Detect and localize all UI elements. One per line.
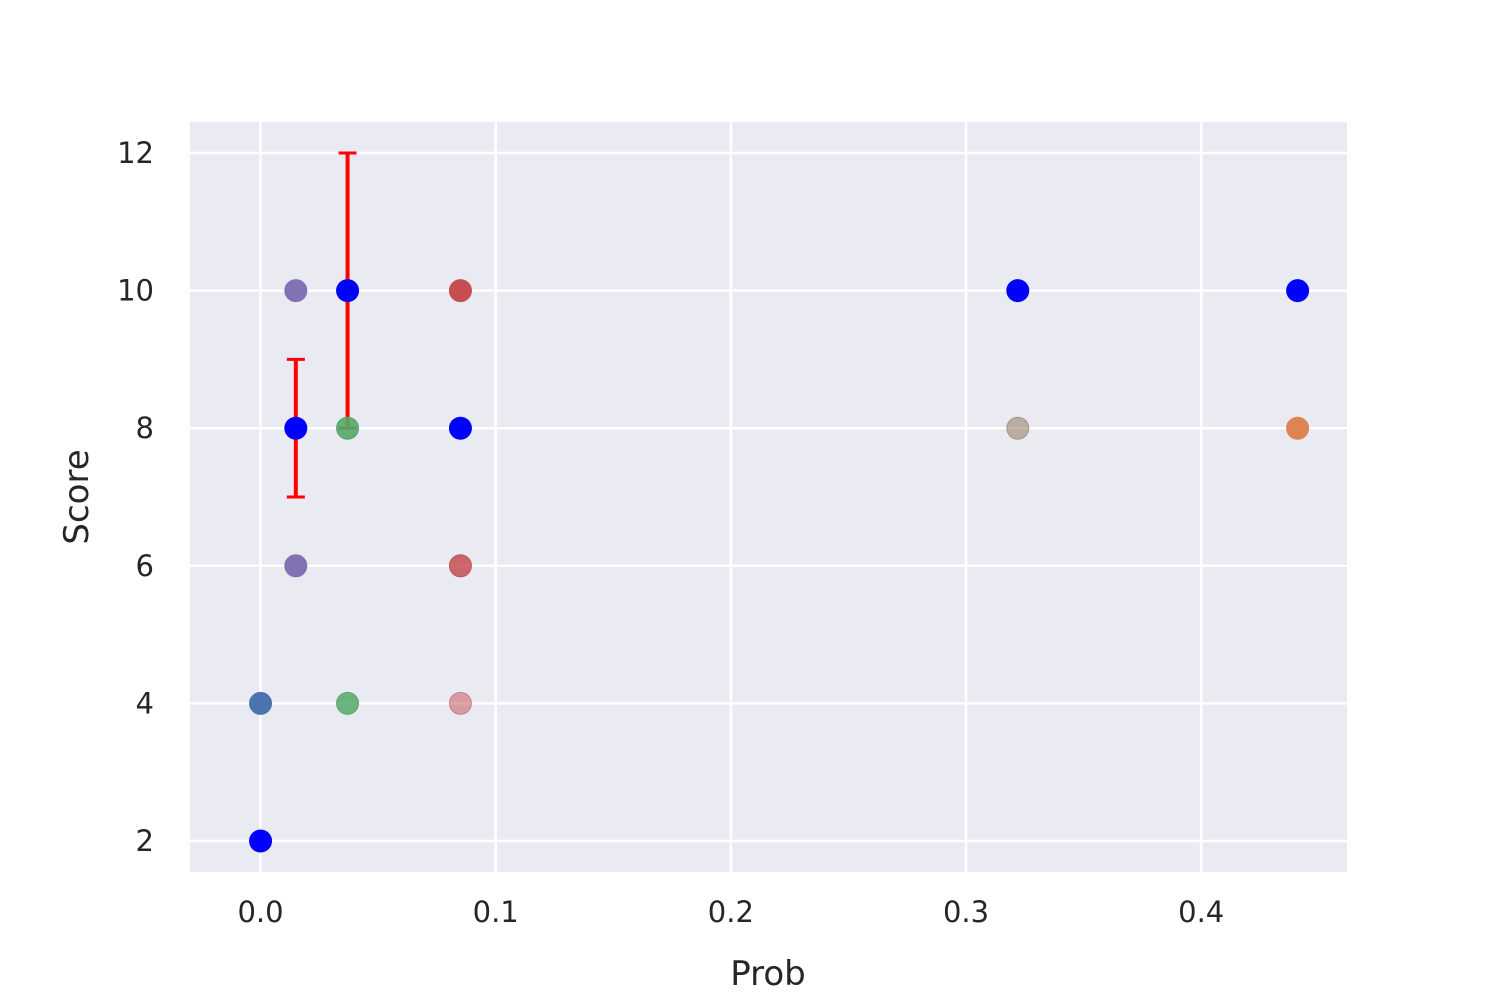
- mean-point: [249, 829, 273, 853]
- y-tick-label: 10: [117, 274, 154, 308]
- x-tick-label: 0.4: [1178, 895, 1224, 929]
- x-tick-label: 0.1: [473, 895, 519, 929]
- mean-point: [1286, 279, 1310, 303]
- y-tick-label: 4: [136, 686, 154, 720]
- data-point: [284, 554, 308, 578]
- data-point: [336, 691, 360, 715]
- data-point: [284, 279, 308, 303]
- mean-points: [249, 279, 1310, 853]
- tick-labels: 0.0 0.1 0.2 0.3 0.4 2 4 6 8 10 12: [117, 136, 1224, 929]
- data-point: [448, 279, 472, 303]
- data-point: [249, 691, 273, 715]
- x-axis-label: Prob: [730, 954, 806, 994]
- data-point: [1286, 416, 1310, 440]
- mean-point: [1006, 279, 1030, 303]
- mean-point: [284, 416, 308, 440]
- data-point: [448, 554, 472, 578]
- y-axis-label: Score: [57, 449, 97, 544]
- data-point: [1006, 416, 1030, 440]
- grid-lines: [190, 122, 1347, 872]
- y-tick-label: 2: [136, 824, 154, 858]
- y-tick-label: 8: [136, 411, 154, 445]
- y-tick-label: 6: [136, 549, 154, 583]
- x-tick-label: 0.3: [943, 895, 989, 929]
- plot-area-background: [190, 122, 1347, 872]
- y-tick-label: 12: [117, 136, 154, 170]
- data-point: [448, 691, 472, 715]
- mean-point: [448, 416, 472, 440]
- x-tick-label: 0.2: [708, 895, 754, 929]
- mean-point: [336, 279, 360, 303]
- data-points: [249, 279, 1310, 715]
- x-tick-label: 0.0: [237, 895, 283, 929]
- data-point: [336, 416, 360, 440]
